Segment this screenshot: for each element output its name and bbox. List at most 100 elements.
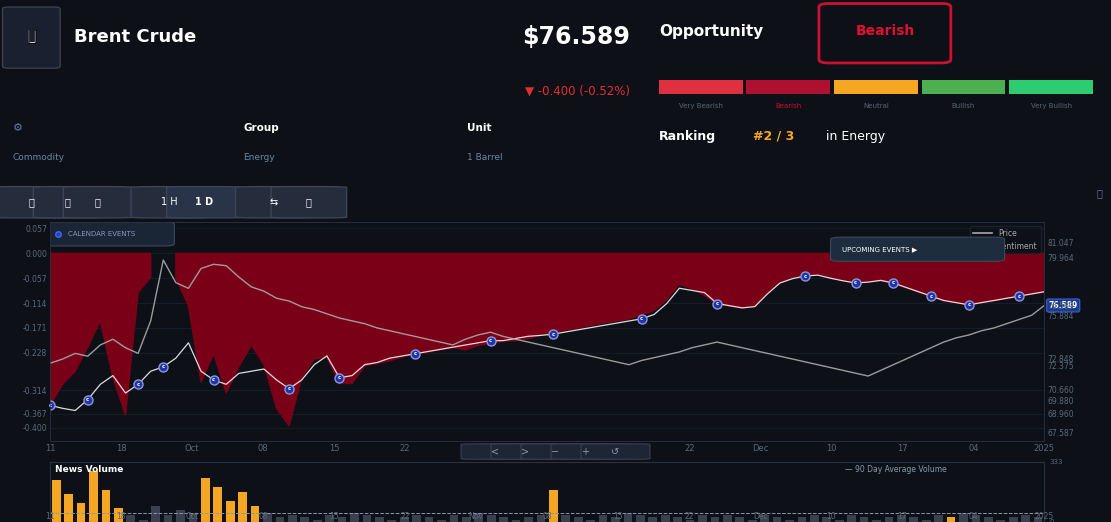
Bar <box>934 515 943 522</box>
Bar <box>947 517 955 522</box>
Text: c: c <box>413 351 417 356</box>
Text: 15: 15 <box>329 512 339 521</box>
Text: c: c <box>1018 293 1021 299</box>
Bar <box>747 80 830 94</box>
Text: 15: 15 <box>613 512 623 521</box>
Text: c: c <box>489 338 492 343</box>
Text: in Energy: in Energy <box>825 130 885 143</box>
Text: ⓘ: ⓘ <box>1097 188 1102 198</box>
Bar <box>574 517 582 522</box>
Bar <box>288 515 297 522</box>
Bar <box>685 520 694 522</box>
Bar <box>474 513 483 522</box>
Bar <box>238 492 247 522</box>
Text: Bearish: Bearish <box>855 25 914 39</box>
Text: 22: 22 <box>400 512 410 521</box>
Bar <box>437 520 446 522</box>
Text: Ranking: Ranking <box>659 130 715 143</box>
Text: Nov: Nov <box>469 512 483 521</box>
Text: c: c <box>162 364 164 370</box>
Text: 76.589: 76.589 <box>1049 301 1078 310</box>
Text: CALENDAR EVENTS: CALENDAR EVENTS <box>68 231 136 237</box>
Bar <box>872 520 881 522</box>
Text: Bullish: Bullish <box>952 103 975 109</box>
Bar <box>101 490 110 522</box>
FancyBboxPatch shape <box>2 7 60 68</box>
Bar <box>376 517 383 522</box>
Text: Opportunity: Opportunity <box>659 24 763 39</box>
Bar <box>798 517 807 522</box>
Bar <box>659 80 742 94</box>
Text: 2025: 2025 <box>1034 512 1054 521</box>
Bar <box>300 517 309 522</box>
Text: Unit: Unit <box>467 123 492 133</box>
Text: c: c <box>930 293 932 299</box>
Text: Dec: Dec <box>753 512 768 521</box>
FancyBboxPatch shape <box>461 444 530 459</box>
Text: Group: Group <box>243 123 279 133</box>
Text: c: c <box>892 280 894 286</box>
Bar <box>338 517 347 522</box>
Text: +: + <box>581 446 590 457</box>
Text: Neutral: Neutral <box>863 103 889 109</box>
Bar <box>785 520 794 522</box>
Text: 08: 08 <box>542 512 552 521</box>
Bar <box>748 520 757 522</box>
Text: c: c <box>552 331 556 337</box>
Bar <box>226 501 234 522</box>
Bar <box>635 515 644 522</box>
Bar <box>623 513 632 522</box>
Bar <box>487 515 496 522</box>
Bar <box>412 515 421 522</box>
Bar <box>997 520 1005 522</box>
FancyBboxPatch shape <box>581 444 650 459</box>
Bar <box>897 515 905 522</box>
FancyBboxPatch shape <box>40 222 174 246</box>
Bar <box>177 511 184 522</box>
Text: 17: 17 <box>898 512 907 521</box>
Text: Very Bullish: Very Bullish <box>1031 103 1072 109</box>
Text: 1 H: 1 H <box>161 197 177 207</box>
Bar <box>735 517 744 522</box>
Bar <box>773 517 781 522</box>
Text: Oct: Oct <box>186 512 199 521</box>
FancyBboxPatch shape <box>236 187 311 218</box>
Bar <box>884 517 893 522</box>
Text: c: c <box>640 316 643 322</box>
Bar <box>860 517 869 522</box>
Bar <box>213 487 222 522</box>
Text: >: > <box>521 446 530 457</box>
Text: ⚙: ⚙ <box>13 123 23 133</box>
Bar <box>698 515 707 522</box>
Bar <box>139 520 148 522</box>
Bar <box>462 517 471 522</box>
Bar <box>1009 80 1093 94</box>
Bar <box>723 515 732 522</box>
FancyBboxPatch shape <box>491 444 560 459</box>
Bar <box>984 517 993 522</box>
Bar <box>313 520 321 522</box>
Text: ↺: ↺ <box>611 446 620 457</box>
Text: 04: 04 <box>969 512 978 521</box>
Text: Commodity: Commodity <box>13 153 64 162</box>
Text: c: c <box>288 386 291 391</box>
Legend: Price, Sentiment: Price, Sentiment <box>970 226 1041 254</box>
Bar <box>424 517 433 522</box>
Text: 1 Barrel: 1 Barrel <box>467 153 503 162</box>
Bar <box>711 517 719 522</box>
Text: 📶: 📶 <box>306 197 312 207</box>
FancyBboxPatch shape <box>551 444 620 459</box>
Bar <box>201 478 210 522</box>
Bar <box>810 515 819 522</box>
Bar <box>114 508 122 522</box>
Bar <box>89 471 98 522</box>
Text: c: c <box>803 274 807 279</box>
Text: c: c <box>137 382 140 387</box>
FancyBboxPatch shape <box>0 187 72 218</box>
Bar <box>362 515 371 522</box>
Bar <box>587 520 595 522</box>
Text: Brent Crude: Brent Crude <box>73 28 196 46</box>
Bar <box>77 503 86 522</box>
Text: c: c <box>715 301 719 306</box>
Bar <box>499 517 508 522</box>
